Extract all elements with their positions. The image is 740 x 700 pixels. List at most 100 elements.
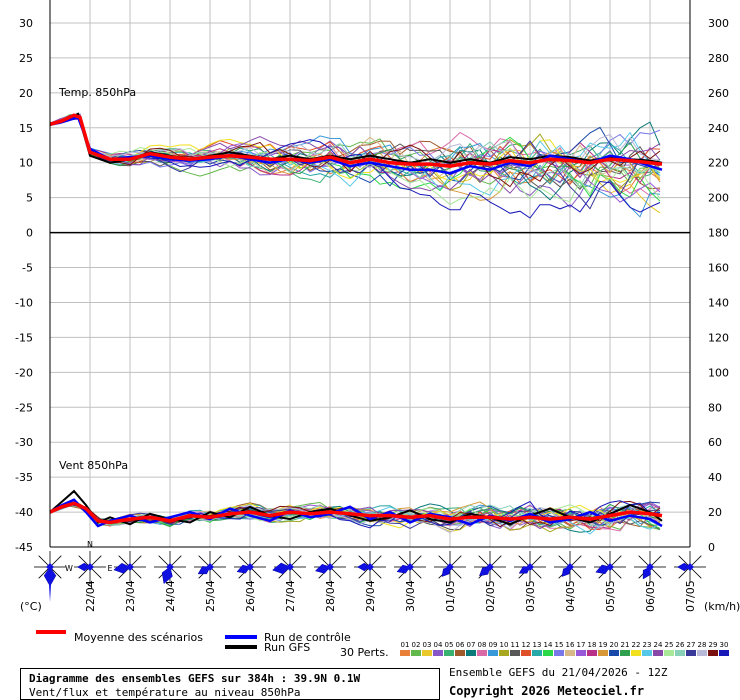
rose-petal <box>272 562 291 575</box>
wind-rose-4 <box>154 551 186 585</box>
rose-core <box>326 563 334 571</box>
legend: Moyenne des scénarios Run de contrôle Ru… <box>36 630 729 659</box>
date-tick-label: 01/05 <box>444 580 457 612</box>
temp-perturbation-22 <box>49 117 661 184</box>
right-tick-label: 0 <box>708 541 715 554</box>
date-tick-label: 06/05 <box>644 580 657 612</box>
pert-number: 10 <box>500 641 509 649</box>
pert-swatch <box>433 650 443 656</box>
left-tick-label: -35 <box>15 471 33 484</box>
pert-number: 05 <box>445 641 454 649</box>
right-tick-label: 140 <box>708 296 729 309</box>
wind-rose-16 <box>634 551 666 583</box>
chart-grid <box>49 0 691 548</box>
wind-rose-15 <box>594 551 626 583</box>
rose-core <box>86 563 94 571</box>
pert-swatch <box>686 650 696 656</box>
pert-number: 20 <box>610 641 619 649</box>
pert-number: 26 <box>676 641 685 649</box>
left-tick-label: -25 <box>15 401 33 414</box>
pert-number: 29 <box>709 641 718 649</box>
wind-rose-13 <box>514 551 546 583</box>
date-tick-label: 25/04 <box>204 580 217 612</box>
right-tick-label: 300 <box>708 17 729 30</box>
footer-subtitle: Vent/flux et température au niveau 850hP… <box>29 686 301 699</box>
left-unit-label: (°C) <box>20 600 42 613</box>
compass-letter: S <box>87 582 92 591</box>
compass-letter: N <box>87 540 93 549</box>
perturbation-legend: 01 02 03 04 05 06 07 08 09 10 11 12 13 14 15 16 17 18 19 20… <box>400 641 729 656</box>
rose-core <box>606 563 614 571</box>
rose-petal <box>676 562 691 572</box>
pert-swatch <box>488 650 498 656</box>
rose-core <box>566 563 574 571</box>
rose-core <box>406 563 414 571</box>
right-tick-label: 220 <box>708 157 729 170</box>
pert-number: 04 <box>434 641 443 649</box>
pert-swatch <box>466 650 476 656</box>
temp-mean-line <box>49 113 663 168</box>
right-tick-label: 100 <box>708 366 729 379</box>
pert-swatch <box>521 650 531 656</box>
pert-number: 25 <box>665 641 674 649</box>
wind-rose-3 <box>113 551 146 583</box>
left-tick-label: -20 <box>15 366 33 379</box>
pert-number: 24 <box>654 641 663 649</box>
wind-series-label: Vent 850hPa <box>59 459 128 472</box>
rose-core <box>286 563 294 571</box>
right-tick-label: 260 <box>708 87 729 100</box>
wind-rose-row: N S E W <box>34 540 706 602</box>
legend-mean-label: Moyenne des scénarios <box>74 631 203 644</box>
temp-series-label: Temp. 850hPa <box>58 86 136 99</box>
pert-number: 06 <box>456 641 465 649</box>
date-tick-label: 29/04 <box>364 580 377 612</box>
pert-swatch <box>543 650 553 656</box>
pert-number: 15 <box>555 641 564 649</box>
left-tick-label: -10 <box>15 296 33 309</box>
pert-swatch <box>675 650 685 656</box>
right-tick-label: 240 <box>708 122 729 135</box>
wind-rose-5 <box>194 551 226 583</box>
rose-petal <box>113 562 131 574</box>
rose-petal <box>441 566 451 577</box>
right-tick-label: 200 <box>708 192 729 205</box>
perturbation-lines <box>49 113 661 535</box>
wind-rose-14 <box>554 551 586 583</box>
main-series-lines <box>49 112 663 528</box>
compass-letter: W <box>65 564 73 573</box>
right-tick-label: 40 <box>708 471 722 484</box>
left-tick-label: 30 <box>19 17 33 30</box>
wind-rose-6 <box>234 551 266 583</box>
right-tick-label: 120 <box>708 331 729 344</box>
date-tick-label: 30/04 <box>404 580 417 612</box>
pert-swatch <box>587 650 597 656</box>
footer-title: Diagramme des ensembles GEFS sur 384h : … <box>29 672 361 685</box>
rose-core <box>166 563 174 571</box>
pert-swatch <box>631 650 641 656</box>
rose-spike <box>48 567 52 602</box>
pert-number: 02 <box>412 641 421 649</box>
wind-rose-17 <box>674 551 706 583</box>
rose-petal <box>642 566 651 580</box>
right-tick-label: 180 <box>708 227 729 240</box>
date-tick-label: 28/04 <box>324 580 337 612</box>
wind-rose-11 <box>434 551 466 583</box>
date-tick-label: 27/04 <box>284 580 297 612</box>
left-tick-label: -40 <box>15 506 33 519</box>
right-tick-label: 60 <box>708 436 722 449</box>
right-tick-label: 20 <box>708 506 722 519</box>
rose-petal <box>561 566 571 577</box>
left-tick-label: -5 <box>22 262 33 275</box>
left-tick-label: 25 <box>19 52 33 65</box>
legend-gfs-label: Run GFS <box>264 641 310 654</box>
left-tick-label: -30 <box>15 436 33 449</box>
pert-swatch <box>565 650 575 656</box>
wind-mean-line <box>49 501 663 525</box>
pert-number: 18 <box>588 641 597 649</box>
right-tick-label: 280 <box>708 52 729 65</box>
rose-petal <box>314 563 331 574</box>
pert-swatch <box>455 650 465 656</box>
pert-number: 30 <box>720 641 729 649</box>
pert-number: 08 <box>478 641 487 649</box>
pert-swatch <box>642 650 652 656</box>
